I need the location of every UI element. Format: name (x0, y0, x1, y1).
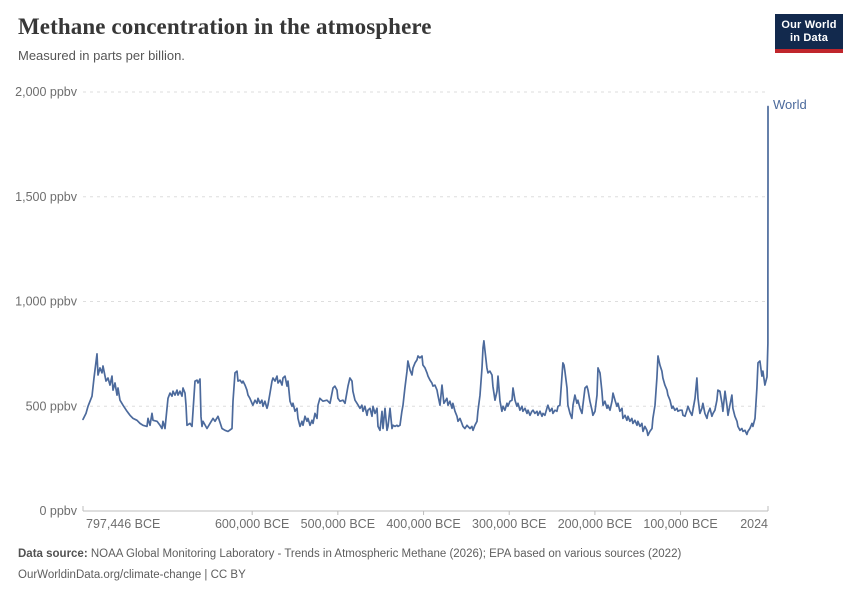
x-axis-label: 300,000 BCE (472, 517, 546, 531)
y-axis-label: 0 ppbv (39, 504, 77, 518)
license-line: OurWorldinData.org/climate-change | CC B… (18, 565, 681, 586)
owid-logo-line2: in Data (789, 32, 829, 44)
data-source-label: Data source: (18, 548, 88, 560)
methane-line[interactable] (82, 105, 769, 437)
x-axis-label: 797,446 BCE (86, 517, 160, 531)
x-axis-label: 400,000 BCE (386, 517, 460, 531)
data-source-line: Data source: NOAA Global Monitoring Labo… (18, 544, 681, 565)
x-axis-label: 600,000 BCE (215, 517, 289, 531)
chart-footer: Data source: NOAA Global Monitoring Labo… (18, 544, 681, 586)
chart-subtitle: Measured in parts per billion. (18, 48, 185, 63)
data-source-text: NOAA Global Monitoring Laboratory - Tren… (87, 548, 682, 560)
footer-separator: | (201, 569, 211, 581)
x-axis-label: 200,000 BCE (558, 517, 632, 531)
y-axis-label: 500 ppbv (26, 399, 78, 413)
owid-logo[interactable]: Our World in Data (775, 14, 843, 53)
owid-url-link[interactable]: OurWorldinData.org/climate-change (18, 569, 202, 581)
license-label: CC BY (210, 569, 246, 581)
owid-logo-line1: Our World (781, 19, 837, 31)
x-axis-label: 100,000 BCE (643, 517, 717, 531)
series-label-world[interactable]: World (773, 97, 807, 113)
y-axis-label: 2,000 ppbv (15, 85, 78, 99)
y-axis-label: 1,500 ppbv (15, 190, 78, 204)
y-axis-label: 1,000 ppbv (15, 295, 78, 309)
x-axis-label: 2024 (740, 517, 768, 531)
page-title: Methane concentration in the atmosphere (18, 14, 432, 39)
x-axis-label: 500,000 BCE (301, 517, 375, 531)
